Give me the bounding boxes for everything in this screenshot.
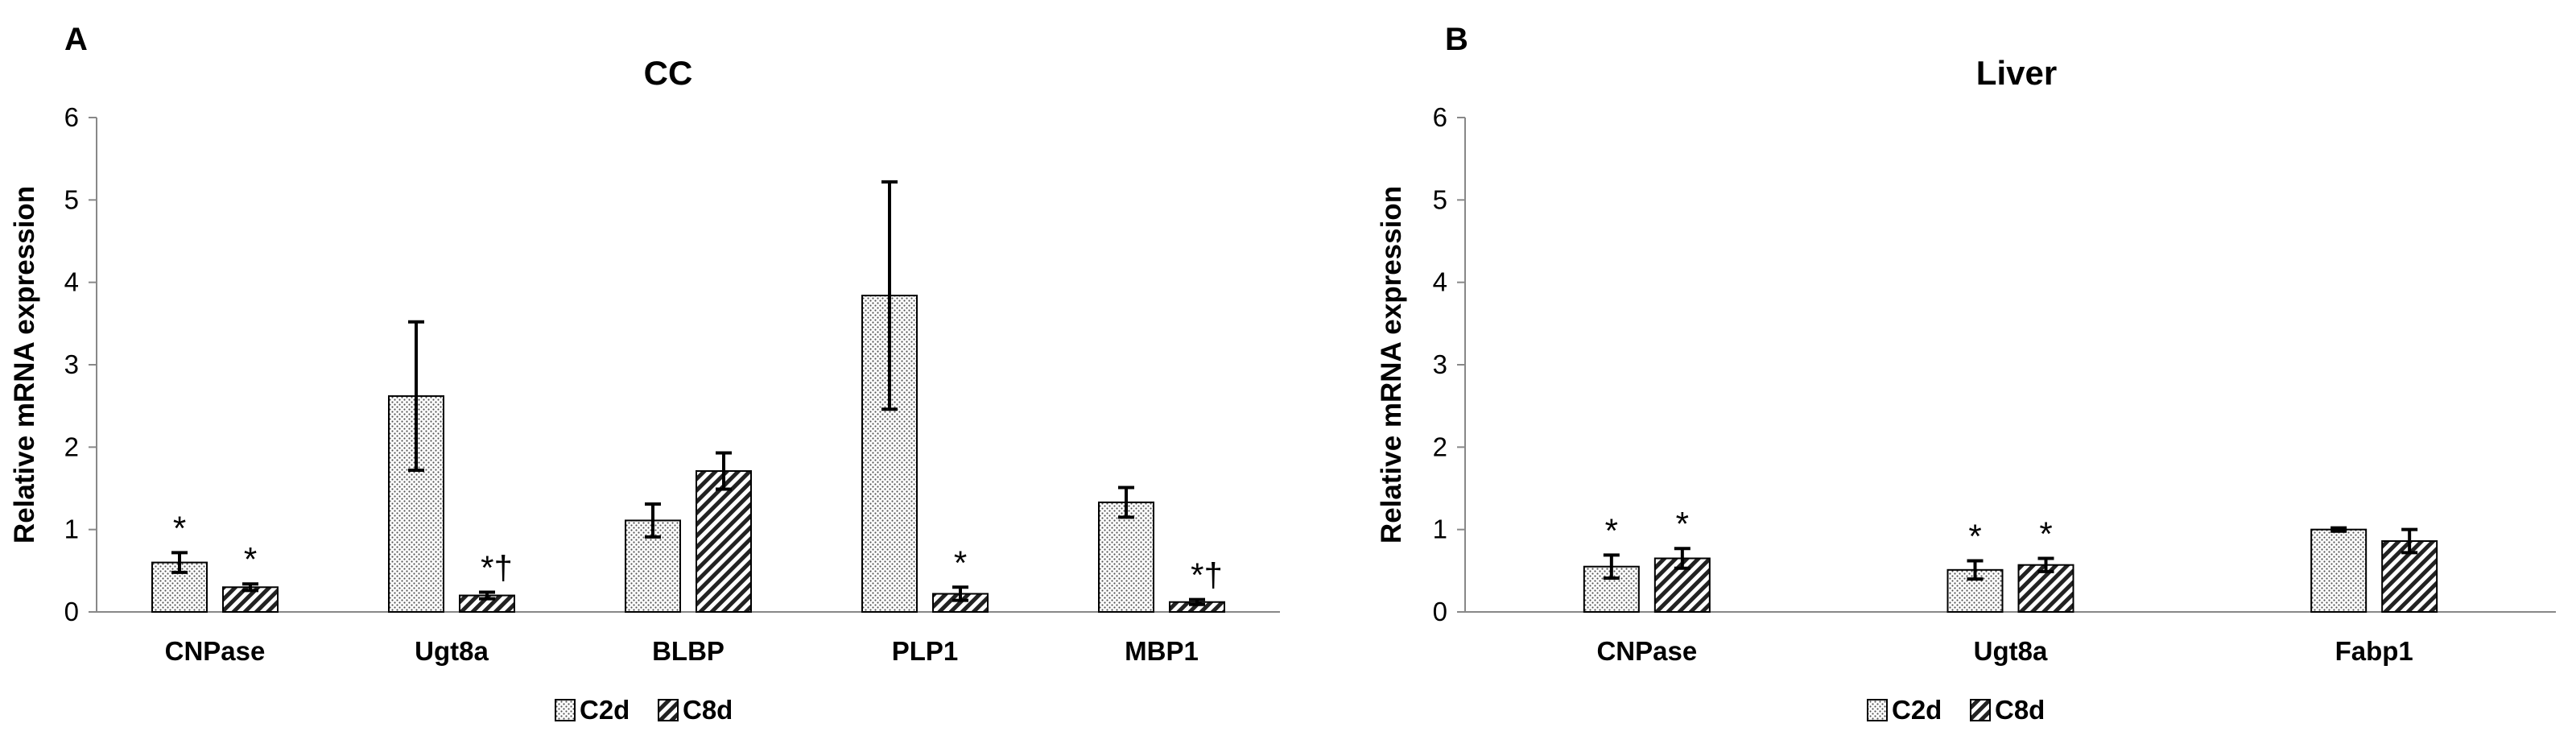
bar-C2d-MBP1 <box>1098 501 1154 613</box>
x-tick-label: Ugt8a <box>415 636 489 666</box>
chart-panel-B: B Liver Relative mRNA expression 0 1 2 3 4 5 6 CNP… <box>1376 22 2556 725</box>
x-tick-label: BLBP <box>652 636 724 666</box>
significance-marker: * <box>1605 511 1618 549</box>
legend-swatch-C8d <box>658 699 679 721</box>
significance-marker: * <box>244 540 257 578</box>
legend-label-C8d: C8d <box>683 695 733 725</box>
y-axis-label: Relative mRNA expression <box>1376 186 1407 543</box>
x-tick-label: Ugt8a <box>1974 636 2048 666</box>
x-tick-label: CNPase <box>1596 636 1697 666</box>
x-tick-label: Fabp1 <box>2335 636 2413 666</box>
legend: C2d C8d <box>1867 695 2045 725</box>
legend-swatch-C2d <box>555 699 576 721</box>
y-tick-label: 1 <box>1433 515 1447 544</box>
y-tick-label: 4 <box>1433 267 1447 297</box>
panel-letter: B <box>1445 22 1468 57</box>
legend-swatch-C2d <box>1867 699 1888 721</box>
y-tick-label: 4 <box>64 267 79 297</box>
significance-marker: * <box>1676 505 1689 543</box>
significance-marker: * <box>1968 518 1981 556</box>
chart-panel-A: A CC Relative mRNA expression 0 1 2 3 4 5 6 CNPase… <box>9 22 1280 725</box>
legend-swatch-C8d <box>1970 699 1991 721</box>
y-tick-label: 6 <box>1433 102 1447 132</box>
y-tick-label: 0 <box>1433 597 1447 626</box>
chart-title: Liver <box>1976 54 2057 92</box>
significance-marker: * <box>2039 515 2052 552</box>
y-tick-label: 6 <box>64 102 79 132</box>
significance-marker: *† <box>481 548 513 586</box>
legend: C2d C8d <box>555 695 733 725</box>
x-tick-label: CNPase <box>165 636 266 666</box>
bar-C8d-BLBP <box>696 470 752 614</box>
significance-marker: * <box>173 509 186 547</box>
y-axis-label: Relative mRNA expression <box>9 186 40 543</box>
y-tick-label: 0 <box>64 597 79 626</box>
legend-label-C2d: C2d <box>580 695 630 725</box>
legend-label-C8d: C8d <box>1995 695 2045 725</box>
legend-label-C2d: C2d <box>1892 695 1942 725</box>
y-tick-label: 1 <box>64 515 79 544</box>
significance-marker: * <box>954 543 967 581</box>
significance-marker: *† <box>1191 556 1223 594</box>
y-tick-label: 3 <box>64 349 79 379</box>
y-tick-label: 2 <box>64 432 79 461</box>
chart-title: CC <box>644 54 693 92</box>
x-tick-label: MBP1 <box>1125 636 1199 666</box>
y-tick-label: 5 <box>1433 184 1447 214</box>
x-tick-label: PLP1 <box>892 636 959 666</box>
bar-C2d-Fabp1 <box>2310 528 2368 614</box>
panel-letter: A <box>64 22 88 57</box>
y-tick-label: 5 <box>64 184 79 214</box>
y-tick-label: 3 <box>1433 349 1447 379</box>
y-tick-label: 2 <box>1433 432 1447 461</box>
